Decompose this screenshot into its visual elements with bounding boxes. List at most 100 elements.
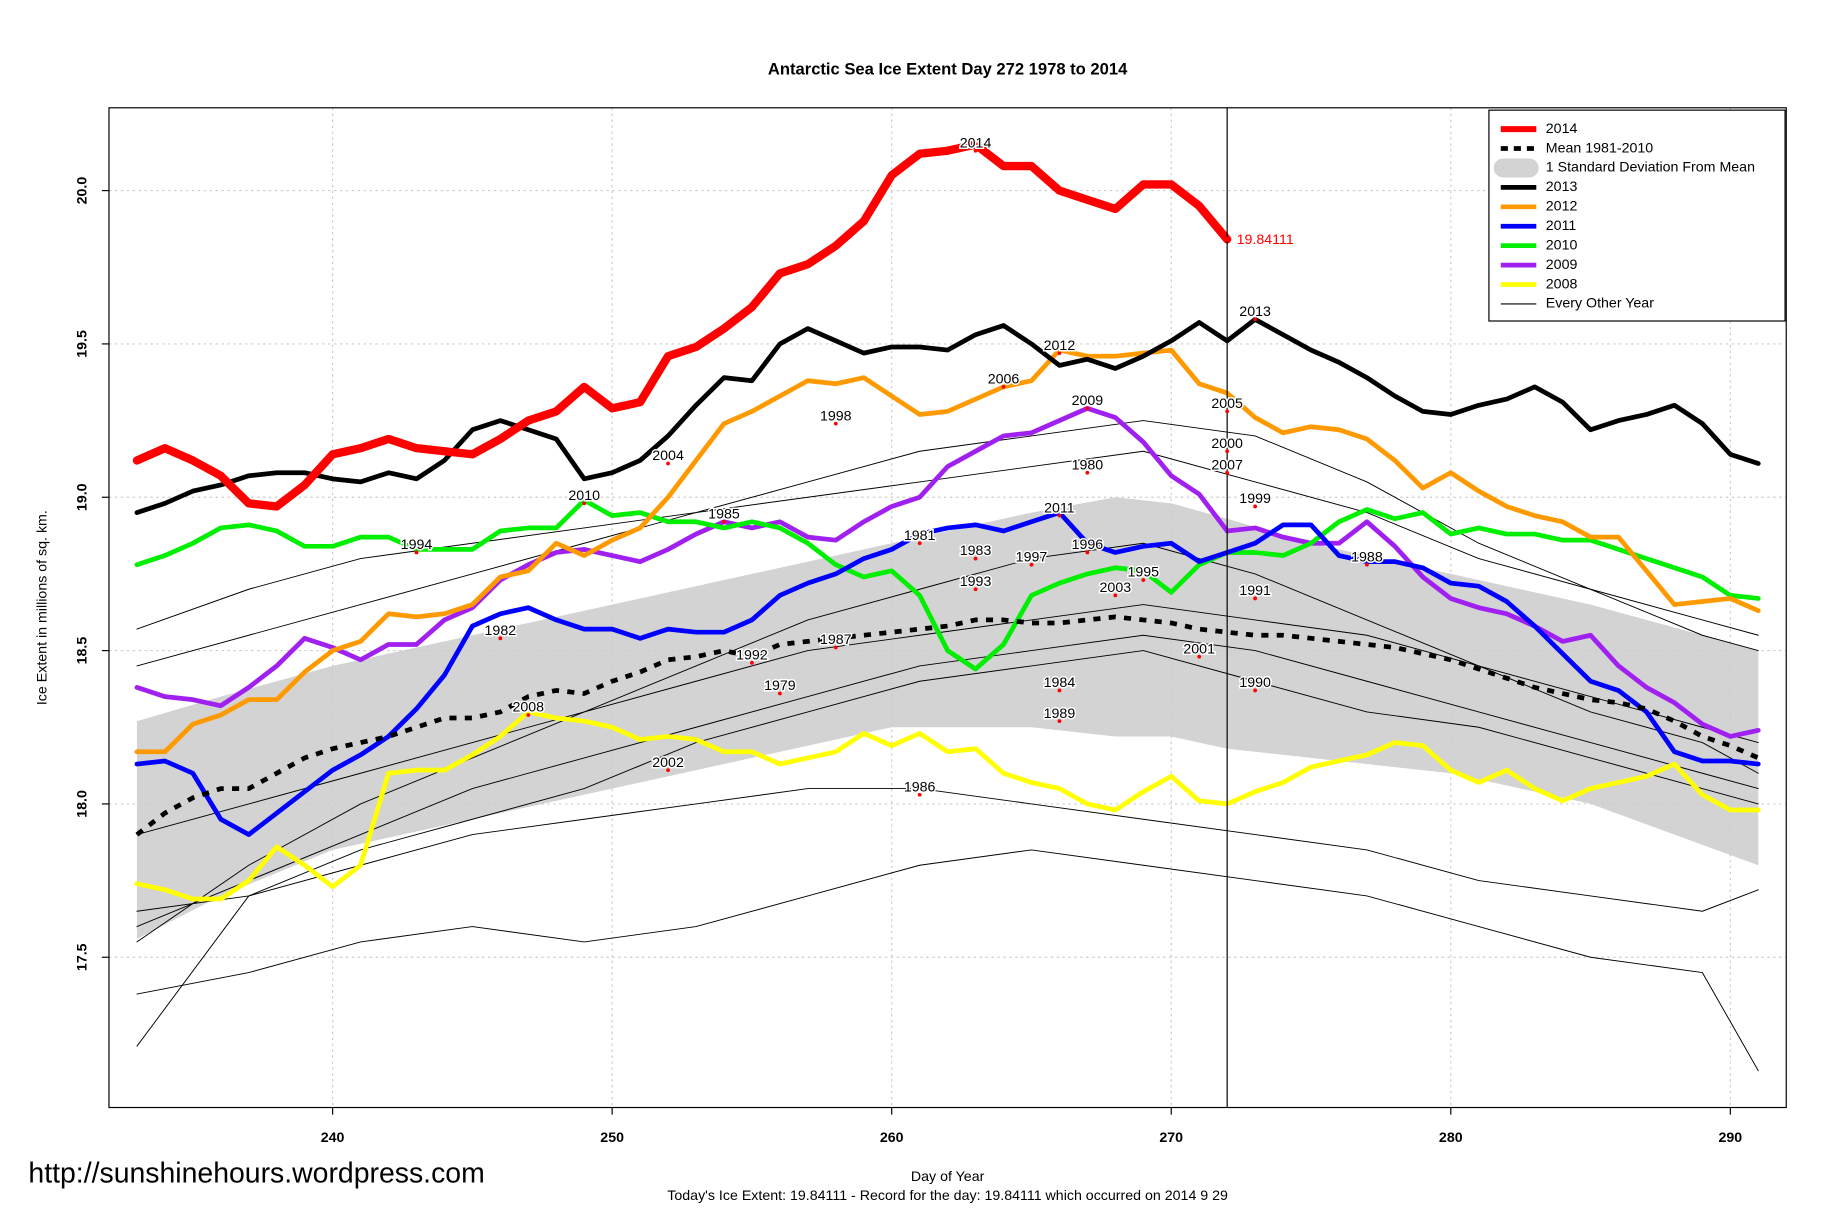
annotation-dot [666,461,670,466]
y-tick-label: 19.5 [75,330,91,358]
annotation-dot [1197,654,1202,659]
thin-line [136,420,1759,667]
annotation-dot [1029,562,1034,567]
annotation-dot [1057,513,1062,518]
annotation-label: 1988 [1351,549,1383,565]
annotation-dot [973,148,978,153]
series-line [135,614,1760,837]
end-label: 19.84111 [1237,232,1294,248]
y-tick-label: 18.5 [75,637,91,665]
annotation-label: 2001 [1183,641,1215,657]
annotation-dot [833,645,838,650]
legend-label: 2012 [1546,199,1578,215]
legend-swatch [1493,158,1539,178]
x-tick-label: 250 [600,1130,624,1146]
annotation-dot [582,501,587,506]
series-line [132,140,1232,511]
annotation-label: 1996 [1072,537,1104,553]
annotation-label: 2003 [1100,580,1132,596]
legend-label: 2008 [1546,276,1578,292]
legend-label: 2014 [1546,121,1578,137]
thin-line [136,788,1759,912]
annotation-label: 1981 [904,528,936,544]
annotation-dot [1057,688,1062,693]
legend-label: 1 Standard Deviation From Mean [1546,160,1755,176]
annotation-dot [750,660,754,665]
annotation-dot [414,550,419,555]
watermark: http://sunshinehours.wordpress.com [28,1158,484,1190]
plot-area [108,107,1787,1108]
thin-line [136,634,1759,928]
annotation-dot [1113,593,1118,598]
legend-label: 2011 [1546,218,1577,234]
annotation-label: 2013 [1239,304,1271,320]
y-axis-label: Ice Extent in millions of sq. km. [34,510,50,705]
annotation-label: 2012 [1044,338,1076,354]
annotation-dot [1225,470,1230,475]
legend-box [1488,109,1786,322]
annotation-dot [973,587,978,592]
series-line [134,405,1761,739]
legend-label: Mean 1981-2010 [1546,140,1653,156]
legend: 2014 Mean 1981-2010 1 Standard Deviation F… [1488,109,1786,322]
annotation-dot [1085,470,1090,475]
annotation-label: 1984 [1044,675,1076,691]
annotation-dot [1085,406,1090,411]
annotation-label: 1993 [960,574,992,590]
series-line [134,497,1761,672]
series-line [134,709,1761,902]
annotation-label: 2008 [512,700,544,716]
std-band [136,497,1759,939]
legend-label: Every Other Year [1546,296,1654,312]
annotation-label: 1994 [401,537,433,553]
annotation-dot [1253,688,1258,693]
annotation-label: 1990 [1239,675,1271,691]
annotation-dot [722,519,726,524]
annotation-dot [1225,409,1230,414]
annotation-label: 1989 [1044,706,1076,722]
thin-line [136,604,1759,836]
annotation-dot [526,713,531,717]
annotation-label: 2005 [1211,396,1243,412]
annotation-label: 1995 [1127,565,1159,581]
x-tick-label: 290 [1718,1130,1742,1146]
annotation-label: 1983 [960,543,992,559]
annotation-label: 2002 [652,755,684,771]
annotation-label: 1998 [820,408,852,424]
subtitle: Today's Ice Extent: 19.84111 - Record fo… [667,1188,1228,1204]
annotation-dot [1253,504,1258,509]
annotation-label: 2004 [652,448,684,464]
x-tick-label: 280 [1439,1130,1463,1146]
annotation-label: 2007 [1211,457,1243,473]
annotation-dot [1253,317,1258,322]
series-line [134,510,1761,837]
legend-label: 2009 [1546,257,1578,273]
annotation-dot [498,636,503,641]
annotation-dot [1057,351,1062,356]
annotation-label: 2014 [960,135,992,151]
x-tick-label: 260 [880,1130,904,1146]
annotation-dot [833,421,838,426]
annotation-dot [1225,449,1230,454]
annotation-label: 1985 [708,506,740,522]
annotation-label: 2009 [1072,393,1104,409]
annotation-label: 1982 [485,623,517,639]
annotation-dot [973,556,978,561]
y-tick-label: 20.0 [75,177,91,205]
annotation-dot [917,541,922,546]
annotation-label: 1992 [736,647,768,663]
annotation-dot [1057,719,1062,724]
thin-line [136,849,1759,1072]
x-tick-label: 270 [1159,1130,1183,1146]
legend-label: 2013 [1546,179,1578,195]
annotation-label: 2000 [1211,436,1243,452]
x-tick-label: 240 [321,1130,345,1146]
annotation-label: 1979 [764,678,796,694]
annotation-label: 1991 [1239,583,1271,599]
annotation-dot [917,792,922,797]
annotation-label: 1980 [1072,457,1104,473]
y-tick-label: 17.5 [75,943,91,971]
series-line [134,347,1761,755]
